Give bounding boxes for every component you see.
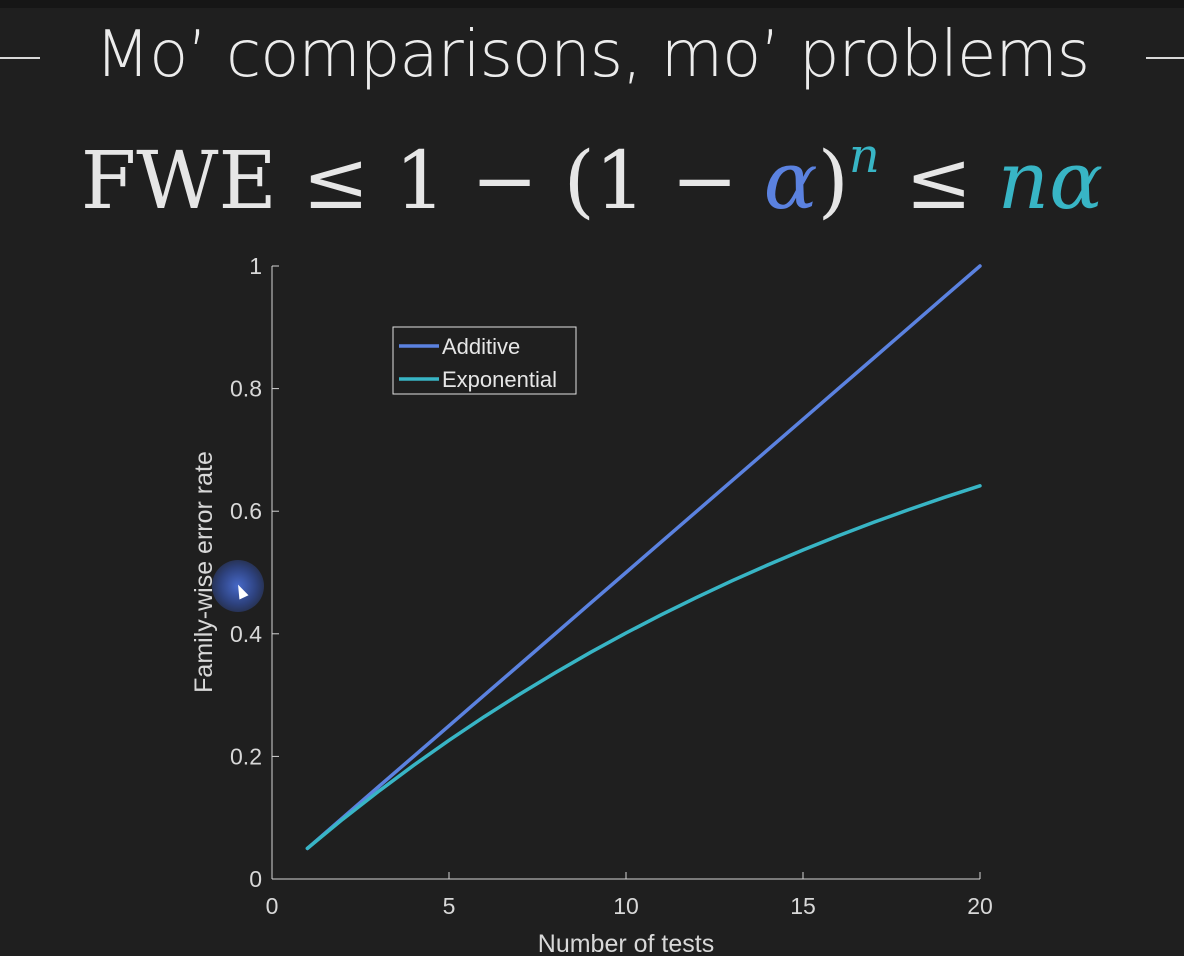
formula-exponent: n bbox=[848, 128, 880, 184]
y-tick-label: 1 bbox=[249, 253, 262, 279]
slide-title: Mo’ comparisons, mo’ problems bbox=[94, 18, 1090, 92]
x-axis-label: Number of tests bbox=[538, 930, 714, 956]
series-line-additive bbox=[305, 264, 982, 851]
formula-paren: ) bbox=[817, 134, 849, 227]
y-tick-label: 0.8 bbox=[230, 376, 262, 402]
formula: FWE ≤ 1 − (1 − α)n ≤ nα bbox=[0, 128, 1184, 227]
title-dash-left bbox=[0, 57, 40, 59]
x-tick-label: 10 bbox=[613, 893, 639, 919]
formula-alpha: α bbox=[763, 134, 818, 227]
y-tick-label: 0.2 bbox=[230, 743, 262, 769]
top-bar bbox=[0, 0, 1184, 8]
x-tick-label: 20 bbox=[967, 893, 993, 919]
x-tick-label: 15 bbox=[790, 893, 816, 919]
formula-lhs: FWE ≤ 1 − (1 − bbox=[80, 134, 764, 227]
legend-label-additive: Additive bbox=[442, 334, 520, 359]
y-axis-label: Family-wise error rate bbox=[190, 451, 218, 693]
y-tick-label: 0.6 bbox=[230, 498, 262, 524]
formula-rhs: nα bbox=[997, 134, 1104, 227]
x-tick-label: 5 bbox=[443, 893, 456, 919]
cursor-highlight bbox=[212, 560, 264, 612]
legend-box bbox=[392, 326, 577, 395]
formula-le: ≤ bbox=[879, 134, 998, 227]
y-tick-label: 0 bbox=[249, 866, 262, 892]
series-line-exponential bbox=[305, 484, 982, 851]
title-dash-right bbox=[1146, 57, 1184, 59]
legend-label-exponential: Exponential bbox=[442, 367, 557, 392]
y-tick-label: 0.4 bbox=[230, 621, 262, 647]
x-tick-label: 0 bbox=[266, 893, 279, 919]
